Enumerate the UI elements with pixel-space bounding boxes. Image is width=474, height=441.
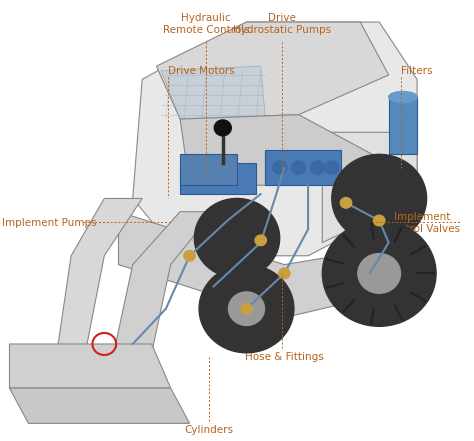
Text: Drive
Hydrostatic Pumps: Drive Hydrostatic Pumps (233, 14, 331, 35)
Circle shape (255, 235, 266, 246)
Polygon shape (180, 154, 237, 185)
Text: Filters: Filters (401, 66, 432, 75)
Circle shape (332, 154, 427, 243)
Polygon shape (9, 388, 190, 423)
Circle shape (184, 250, 195, 261)
Text: Implement Pumps: Implement Pumps (2, 218, 97, 228)
Circle shape (358, 254, 401, 293)
Text: Hydraulic
Remote Controls: Hydraulic Remote Controls (163, 14, 250, 35)
Polygon shape (9, 344, 171, 388)
Circle shape (194, 198, 280, 278)
Polygon shape (156, 22, 389, 119)
Text: Drive Motors: Drive Motors (168, 66, 235, 75)
Circle shape (310, 161, 325, 174)
Circle shape (214, 120, 231, 136)
Polygon shape (133, 22, 417, 256)
Polygon shape (161, 66, 265, 119)
Text: Implement
Control Valves: Implement Control Valves (385, 212, 460, 233)
Circle shape (199, 265, 294, 353)
Circle shape (279, 268, 290, 279)
Polygon shape (180, 163, 256, 194)
Polygon shape (322, 132, 417, 243)
Polygon shape (265, 150, 341, 185)
Text: Cylinders: Cylinders (184, 425, 233, 435)
Circle shape (292, 161, 306, 174)
Polygon shape (180, 115, 389, 185)
Polygon shape (346, 185, 403, 220)
Circle shape (325, 161, 339, 174)
Text: Hose & Fittings: Hose & Fittings (245, 352, 324, 362)
Polygon shape (118, 212, 417, 318)
Circle shape (273, 161, 287, 174)
Polygon shape (389, 97, 417, 154)
Polygon shape (114, 212, 213, 353)
Ellipse shape (389, 92, 417, 103)
Circle shape (241, 303, 252, 314)
Circle shape (228, 292, 264, 325)
Circle shape (374, 215, 385, 226)
Circle shape (322, 220, 436, 326)
Circle shape (340, 198, 352, 208)
Polygon shape (57, 198, 142, 353)
